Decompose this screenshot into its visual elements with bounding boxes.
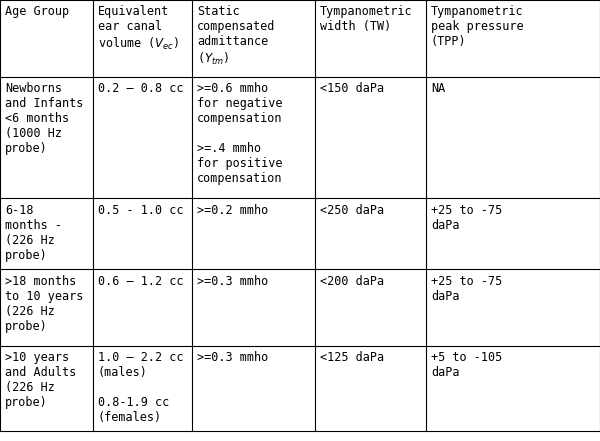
Text: Equivalent
ear canal
volume ($V_{ec}$): Equivalent ear canal volume ($V_{ec}$) [98,5,179,52]
Text: +5 to -105
daPa: +5 to -105 daPa [431,351,502,379]
Text: 0.5 - 1.0 cc: 0.5 - 1.0 cc [98,204,184,217]
Text: +25 to -75
daPa: +25 to -75 daPa [431,274,502,303]
Text: >=0.3 mmho: >=0.3 mmho [197,351,268,364]
Text: Tympanometric
width (TW): Tympanometric width (TW) [320,5,412,33]
Text: >=0.2 mmho: >=0.2 mmho [197,204,268,217]
Text: <125 daPa: <125 daPa [320,351,384,364]
Text: >10 years
and Adults
(226 Hz
probe): >10 years and Adults (226 Hz probe) [5,351,76,409]
Text: Static
compensated
admittance
($Y_{tm}$): Static compensated admittance ($Y_{tm}$) [197,5,275,67]
Text: Newborns
and Infants
<6 months
(1000 Hz
probe): Newborns and Infants <6 months (1000 Hz … [5,82,83,155]
Text: 0.6 – 1.2 cc: 0.6 – 1.2 cc [98,274,184,288]
Text: <250 daPa: <250 daPa [320,204,384,217]
Text: NA: NA [431,82,445,95]
Text: +25 to -75
daPa: +25 to -75 daPa [431,204,502,232]
Text: >=0.3 mmho: >=0.3 mmho [197,274,268,288]
Text: 6-18
months -
(226 Hz
probe): 6-18 months - (226 Hz probe) [5,204,62,262]
Text: <200 daPa: <200 daPa [320,274,384,288]
Text: >=0.6 mmho
for negative
compensation

>=.4 mmho
for positive
compensation: >=0.6 mmho for negative compensation >=.… [197,82,283,185]
Text: Tympanometric
peak pressure
(TPP): Tympanometric peak pressure (TPP) [431,5,523,48]
Text: Age Group: Age Group [5,5,69,18]
Text: 0.2 – 0.8 cc: 0.2 – 0.8 cc [98,82,184,95]
Text: <150 daPa: <150 daPa [320,82,384,95]
Text: >18 months
to 10 years
(226 Hz
probe): >18 months to 10 years (226 Hz probe) [5,274,83,333]
Text: 1.0 – 2.2 cc
(males)

0.8-1.9 cc
(females): 1.0 – 2.2 cc (males) 0.8-1.9 cc (females… [98,351,184,424]
